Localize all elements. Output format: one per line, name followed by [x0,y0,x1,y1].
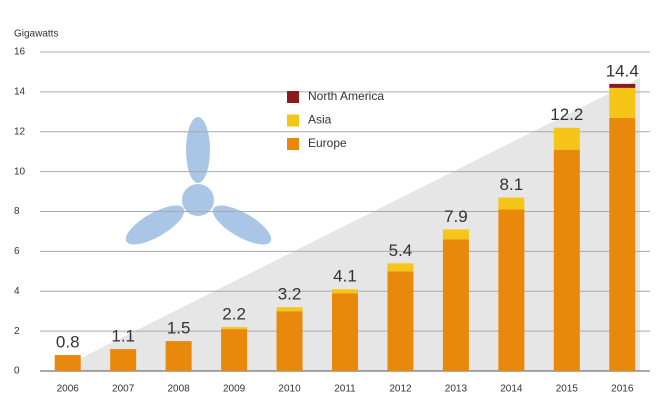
y-tick-label: 14 [14,87,26,98]
y-tick-label: 12 [14,126,26,137]
bar-segment [442,239,469,371]
bar-segment [609,117,636,371]
legend-swatch [287,91,299,103]
total-label: 8.1 [500,175,524,194]
x-tick-label: 2006 [57,384,80,395]
y-tick-label: 0 [14,366,20,377]
legend-swatch [287,114,299,127]
x-tick-label: 2013 [445,384,468,395]
turbine-icon [125,117,272,245]
legend-label: Europe [308,136,347,150]
bar-segment [332,293,358,371]
x-tick-label: 2015 [556,384,579,395]
total-label: 3.2 [278,285,302,304]
x-tick-label: 2010 [278,384,301,395]
x-tick-label: 2008 [168,384,191,395]
bar-segment [165,341,192,371]
bar-segment [110,349,137,371]
x-tick-label: 2007 [112,384,135,395]
x-tick-label: 2011 [334,384,356,395]
y-tick-label: 8 [14,206,20,217]
y-tick-label: 6 [14,246,20,257]
bar-segment [332,289,358,294]
total-label: 1.1 [111,327,135,346]
total-label: 5.4 [389,241,413,260]
bar-segment [442,229,469,240]
total-label: 7.9 [444,207,468,226]
bar-segment [498,197,525,210]
x-tick-label: 2016 [611,384,634,395]
y-tick-label: 16 [14,47,26,58]
bar-segment [276,311,303,371]
legend-swatch [287,138,299,150]
bar-segment [54,355,81,371]
total-label: 14.4 [606,61,639,80]
y-tick-label: 10 [14,166,26,177]
bar-segment [221,327,248,330]
total-label: 12.2 [550,105,583,124]
total-label: 4.1 [333,267,357,286]
bar-segment [553,127,580,150]
x-tick-label: 2014 [500,384,523,395]
bar-segment [276,307,303,312]
legend-label: North America [308,89,384,103]
bar-segment [553,149,580,371]
bar-segment [387,263,414,272]
background-wedge [55,78,640,371]
bar-segment [609,87,636,118]
bar-segment [609,83,636,88]
y-tick-label: 4 [14,286,20,297]
y-tick-label: 2 [14,326,20,337]
total-label: 1.5 [167,319,191,338]
total-label: 0.8 [56,333,80,352]
x-tick-label: 2012 [389,384,412,395]
x-tick-label: 2009 [223,384,246,395]
total-label: 2.2 [222,305,246,324]
bar-segment [387,271,414,371]
bar-segment [498,209,525,371]
bar-segment [221,329,248,371]
y-axis-label: Gigawatts [14,29,58,40]
legend-label: Asia [308,113,332,127]
